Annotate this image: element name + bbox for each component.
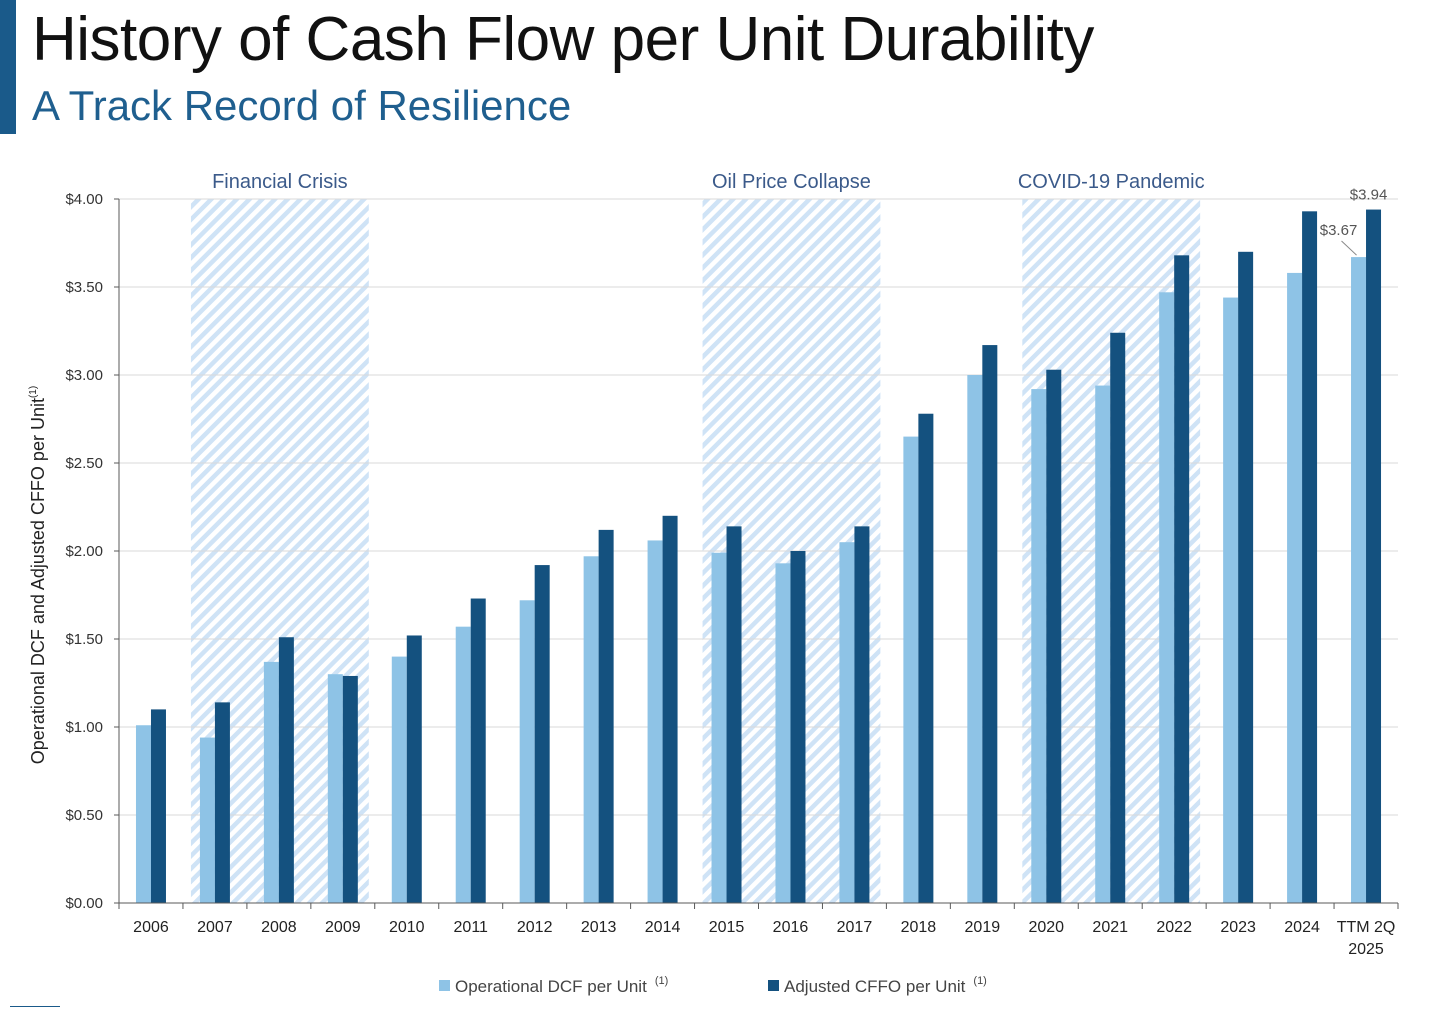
bar-operational-dcf-2016 [775,563,791,903]
bar-adjusted-cffo-2015 [726,526,742,903]
y-tick-label: $0.50 [65,807,103,824]
bar-adjusted-cffo-2023 [1238,251,1254,904]
bar-operational-dcf-2019 [967,375,983,903]
shaded-period-label: Financial Crisis [212,171,348,193]
footer-rule [10,1006,60,1007]
bar-adjusted-cffo-2014 [662,515,678,903]
chart-labels: Financial Crisis Oil Price Collapse COVID-… [28,171,1387,764]
bar-adjusted-cffo-2011 [470,598,486,903]
y-tick-label: $3.50 [65,279,103,296]
data-label-leader [1341,240,1357,256]
legend-label: Operational DCF per Unit (1) [455,975,668,996]
legend-superscript: (1) [655,975,668,987]
y-tick-label: $4.00 [65,191,103,208]
y-tick-label: $3.00 [65,367,103,384]
data-label: $3.67 [1320,222,1358,239]
page-title: History of Cash Flow per Unit Durability [32,5,1094,74]
bar-adjusted-cffo-2012 [534,565,550,903]
x-tick-label: 2016 [773,919,809,936]
bar-adjusted-cffo-2020 [1046,369,1062,904]
x-tick-label: 2008 [261,919,297,936]
bar-adjusted-cffo-2019 [982,345,998,904]
legend-label: Adjusted CFFO per Unit (1) [784,975,987,996]
bar-operational-dcf-2009 [327,674,343,903]
shaded-period-label: COVID-19 Pandemic [1018,171,1205,193]
x-tick-label: 2024 [1284,919,1320,936]
legend-swatch [439,980,450,991]
bar-operational-dcf-2010 [391,656,407,903]
x-tick-label: 2011 [454,919,489,936]
bar-operational-dcf-2008 [263,661,279,903]
x-tick-label: 2019 [965,919,1001,936]
x-tick-label: 2012 [517,919,553,936]
y-tick-label: $1.50 [65,631,103,648]
bar-adjusted-cffo-2018 [918,413,934,903]
title-accent-bar [0,0,16,134]
bars [135,209,1382,904]
x-tick-label: 2021 [1092,919,1128,936]
bar-adjusted-cffo-2021 [1110,332,1126,903]
bar-operational-dcf-ttm-2q-2025 [1351,257,1367,904]
x-tick-label: 2006 [133,919,169,936]
bar-operational-dcf-2007 [199,737,215,903]
bar-operational-dcf-2013 [583,556,599,903]
x-tick-label: 2015 [709,919,745,936]
bar-operational-dcf-2017 [839,542,855,903]
bar-operational-dcf-2021 [1095,385,1111,903]
x-tick-label: 2018 [901,919,937,936]
bar-adjusted-cffo-2024 [1302,211,1318,903]
bar-adjusted-cffo-2013 [598,529,614,903]
bar-adjusted-cffo-2022 [1174,255,1190,903]
y-tick-label: $1.00 [65,719,103,736]
bar-operational-dcf-2015 [711,552,727,903]
shaded-period-label: Oil Price Collapse [712,171,871,193]
x-tick-label: TTM 2Q [1337,919,1396,936]
x-tick-label: 2025 [1348,941,1384,958]
bar-adjusted-cffo-2007 [214,702,230,903]
x-tick-label: 2022 [1156,919,1192,936]
x-tick-label: 2017 [837,919,873,936]
bar-adjusted-cffo-2008 [278,637,294,903]
legend: Operational DCF per Unit (1) Adjusted CFFO… [439,975,987,996]
bar-operational-dcf-2012 [519,600,535,903]
data-label: $3.94 [1350,187,1388,204]
bar-adjusted-cffo-2017 [854,526,870,903]
x-tick-label: 2013 [581,919,617,936]
x-tick-label: 2020 [1028,919,1064,936]
y-axis-title: Operational DCF and Adjusted CFFO per Un… [28,386,48,764]
y-tick-label: $2.50 [65,455,103,472]
bar-operational-dcf-2023 [1223,297,1239,903]
bar-operational-dcf-2006 [135,725,151,903]
bar-adjusted-cffo-2009 [342,675,358,903]
legend-swatch [768,980,779,991]
x-tick-label: 2014 [645,919,681,936]
bar-adjusted-cffo-2006 [150,709,166,903]
bar-operational-dcf-2014 [647,540,663,903]
x-tick-label: 2010 [389,919,425,936]
bar-adjusted-cffo-ttm-2q-2025 [1366,209,1382,903]
bar-operational-dcf-2024 [1287,272,1303,903]
axes: $0.00 $0.50 $1.00 $1.50 $2.00 $2.50 $3.00 $3.50… [65,191,1399,958]
bar-operational-dcf-2020 [1031,389,1047,904]
bar-adjusted-cffo-2010 [406,635,422,903]
page-subtitle: A Track Record of Resilience [32,82,572,129]
legend-superscript: (1) [973,975,986,987]
x-tick-label: 2023 [1220,919,1256,936]
bar-operational-dcf-2011 [455,626,471,903]
y-axis-title-superscript: (1) [28,386,39,398]
x-tick-label: 2007 [197,919,233,936]
x-tick-label: 2009 [325,919,361,936]
bar-adjusted-cffo-2016 [790,551,806,903]
bar-operational-dcf-2022 [1159,292,1175,903]
y-tick-label: $2.00 [65,543,103,560]
y-tick-label: $0.00 [65,895,103,912]
bar-operational-dcf-2018 [903,436,919,903]
